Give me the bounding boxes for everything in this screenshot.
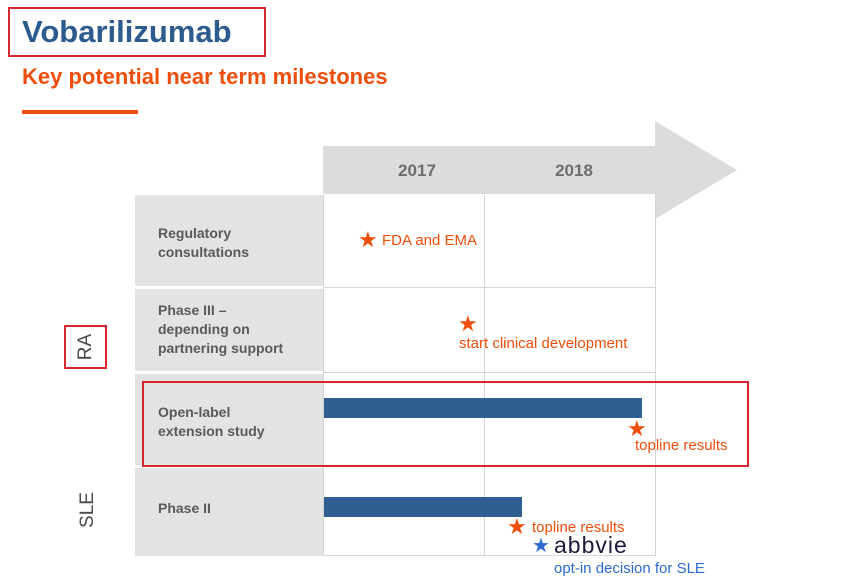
star-icon: ★	[358, 227, 378, 252]
bar-ole	[324, 398, 642, 418]
row-label-phase2: Phase II	[158, 500, 211, 516]
abbvie-star-icon: ★	[532, 535, 550, 557]
event-optin-decision: opt-in decision for SLE	[554, 560, 705, 577]
group-label-ra: RA	[75, 333, 96, 361]
row-divider-2	[323, 372, 656, 373]
label-divider-1	[135, 286, 323, 289]
ole-highlight-box	[142, 381, 749, 467]
star-icon: ★	[627, 416, 647, 441]
event-start-clinical-development: start clinical development	[459, 335, 628, 352]
year-2017-label: 2017	[398, 161, 436, 180]
bar-phase2	[324, 497, 522, 517]
row-label-column	[135, 195, 323, 556]
label-divider-2	[135, 371, 323, 374]
page-title: Vobarilizumab	[22, 14, 232, 49]
grid-line-start	[323, 195, 324, 556]
year-2018-label: 2018	[555, 161, 593, 180]
page-subtitle: Key potential near term milestones	[22, 64, 388, 89]
star-icon: ★	[458, 311, 478, 336]
grid-line-end	[655, 195, 656, 556]
row-divider-1	[323, 287, 656, 288]
ra-highlight-box	[64, 325, 107, 369]
star-icon: ★	[507, 514, 527, 539]
title-highlight-box	[8, 7, 266, 57]
grid-line-2018	[484, 195, 485, 556]
timeline-arrow	[323, 121, 737, 219]
event-fda-ema: FDA and EMA	[382, 232, 478, 249]
event-phase2-topline: topline results	[532, 519, 625, 536]
row-label-phase3: Phase III – depending on partnering supp…	[158, 302, 284, 356]
subtitle-underline	[22, 110, 138, 114]
abbvie-logo: abbvie	[554, 532, 628, 558]
event-ole-topline: topline results	[635, 437, 728, 454]
row-divider-bottom	[323, 555, 656, 556]
group-label-sle: SLE	[77, 492, 98, 528]
row-label-ole: Open-label extension study	[158, 404, 265, 439]
row-label-regulatory: Regulatory consultations	[158, 225, 250, 260]
